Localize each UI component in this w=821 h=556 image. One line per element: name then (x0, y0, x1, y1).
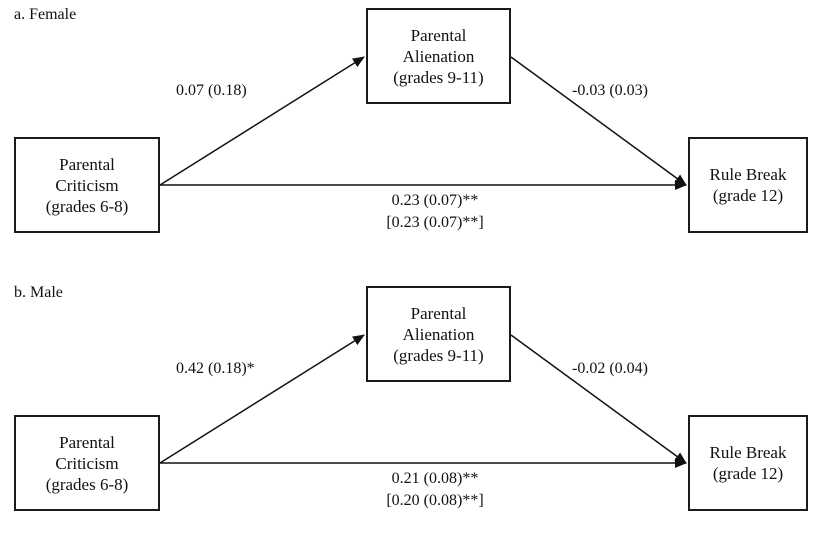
parental-criticism-box: Parental Criticism (grades 6-8) (14, 415, 160, 511)
box-line: (grade 12) (712, 464, 784, 483)
box-line: Alienation (402, 46, 475, 66)
box-line: (grade 12) (712, 186, 784, 205)
box-line: (grades 9-11) (393, 67, 484, 87)
arrow-alienation-to-rulebreak (510, 56, 687, 186)
box-line: (grades 9-11) (393, 345, 484, 365)
box-line: Rule Break (709, 165, 787, 184)
panel-male: b. Male Parental Criticism (grades 6-8) … (0, 278, 821, 556)
box-line: (grades 6-8) (45, 196, 129, 216)
path-a-coefficient: 0.42 (0.18)* (176, 360, 255, 377)
arrow-criticism-to-alienation (159, 334, 365, 464)
panel-label: b. Male (14, 284, 63, 301)
panel-female: a. Female Parental Criticism (grades 6-8… (14, 6, 808, 234)
rule-break-box: Rule Break (grade 12) (688, 137, 808, 233)
rule-break-box: Rule Break (grade 12) (688, 415, 808, 511)
path-a-coefficient: 0.07 (0.18) (176, 82, 247, 99)
path-c-coefficients: 0.21 (0.08)** [0.20 (0.08)**] (320, 468, 550, 512)
box-line: (grades 6-8) (45, 474, 129, 494)
parental-alienation-box: Parental Alienation (grades 9-11) (366, 286, 511, 382)
path-b-coefficient: -0.03 (0.03) (572, 82, 648, 99)
parental-criticism-box: Parental Criticism (grades 6-8) (14, 137, 160, 233)
path-arrows (159, 334, 687, 468)
box-line: Parental (410, 303, 467, 323)
parental-alienation-box: Parental Alienation (grades 9-11) (366, 8, 511, 104)
box-line: Rule Break (709, 443, 787, 462)
box-line: Parental (410, 25, 467, 45)
path-c-total: 0.21 (0.08)** (391, 470, 479, 487)
path-c-coefficients: 0.23 (0.07)** [0.23 (0.07)**] (320, 190, 550, 234)
arrow-alienation-to-rulebreak (510, 334, 687, 464)
box-line: Parental (59, 154, 115, 174)
path-c-direct: [0.20 (0.08)**] (386, 492, 484, 509)
path-b-coefficient: -0.02 (0.04) (572, 360, 648, 377)
path-arrows (159, 56, 687, 190)
box-line: Criticism (55, 175, 119, 195)
path-c-total: 0.23 (0.07)** (391, 192, 479, 209)
panel-label: a. Female (14, 6, 77, 23)
box-line: Alienation (402, 324, 475, 344)
path-c-direct: [0.23 (0.07)**] (386, 214, 484, 231)
box-line: Parental (59, 432, 115, 452)
box-line: Criticism (55, 453, 119, 473)
arrow-criticism-to-alienation (159, 56, 365, 186)
